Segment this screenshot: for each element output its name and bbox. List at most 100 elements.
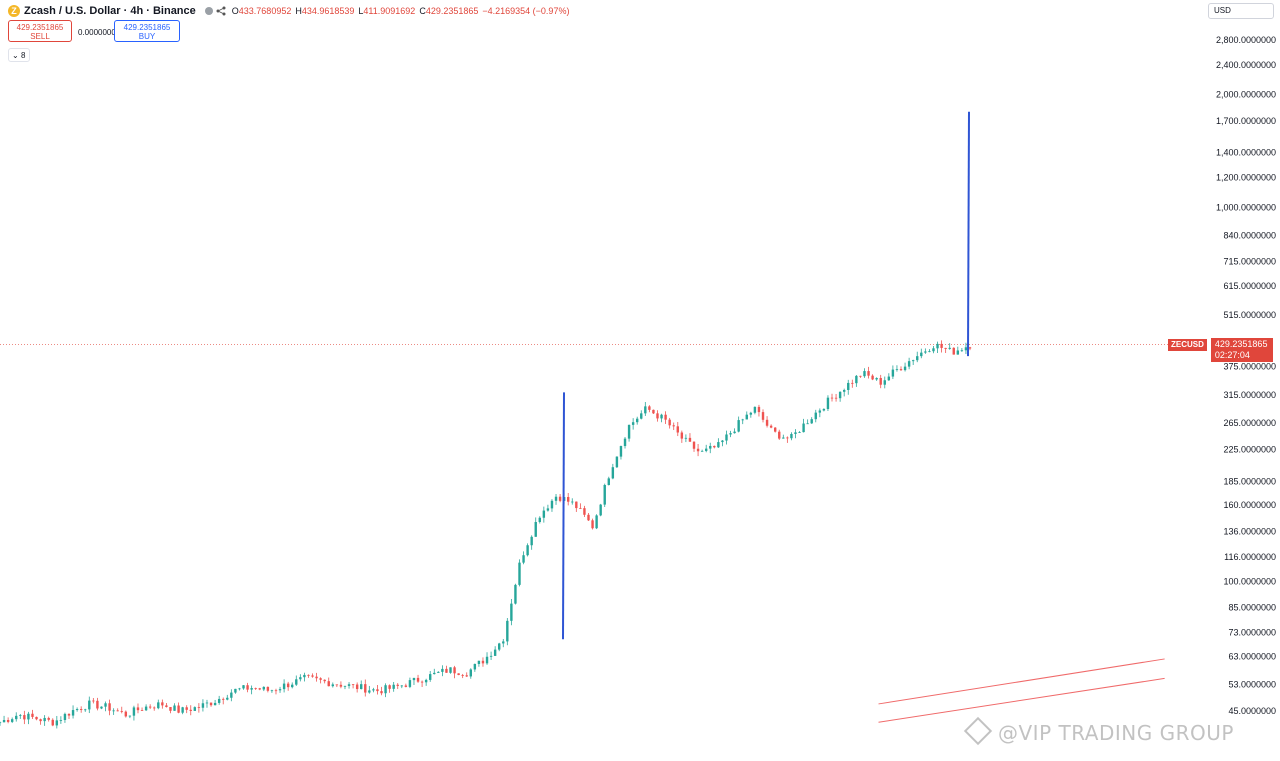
candle (108, 703, 111, 711)
candle (546, 508, 550, 511)
share-icon[interactable] (216, 6, 226, 16)
candle (558, 496, 562, 501)
price-tick-label: 2,400.0000000 (1216, 60, 1276, 70)
candle (193, 707, 197, 711)
ohlc-low: L411.9091692 (358, 6, 416, 16)
candle (71, 710, 75, 716)
candle (59, 719, 63, 721)
price-tick-label: 1,200.0000000 (1216, 173, 1276, 183)
candle (489, 655, 493, 657)
projection-spike (967, 111, 970, 357)
price-tick-label: 1,700.0000000 (1216, 116, 1276, 126)
candle (132, 707, 136, 716)
candle (579, 508, 582, 509)
price-tick-label: 185.0000000 (1223, 476, 1276, 486)
candle (887, 376, 891, 381)
candle (932, 348, 935, 352)
price-tick-label: 2,000.0000000 (1216, 90, 1276, 100)
candle (713, 445, 716, 448)
candle (798, 432, 801, 433)
buy-button[interactable]: 429.2351865 BUY (114, 20, 180, 42)
price-tick-label: 1,000.0000000 (1216, 202, 1276, 212)
candle (181, 707, 184, 713)
price-tick-label: 515.0000000 (1223, 310, 1276, 320)
candle (10, 719, 14, 722)
candle (567, 497, 570, 502)
symbol-header: Z Zcash / U.S. Dollar · 4h · Binance O43… (8, 4, 573, 18)
candle (400, 685, 403, 687)
candle (205, 702, 209, 704)
currency-selector[interactable]: USD (1208, 3, 1274, 19)
candle (522, 555, 525, 563)
candle (295, 679, 298, 685)
candle (266, 686, 270, 691)
candle (773, 427, 777, 432)
watermark: @VIP TRADING GROUP (963, 716, 1234, 746)
candle (274, 690, 278, 692)
candle (664, 414, 667, 420)
watermark-logo-icon (963, 716, 993, 746)
candle (230, 692, 233, 698)
candle (242, 685, 245, 689)
candle (493, 649, 497, 656)
trend-line (878, 658, 1165, 705)
candle (506, 620, 509, 642)
candle (696, 448, 700, 452)
candle (457, 673, 460, 676)
candle (684, 437, 688, 439)
candle (420, 681, 424, 683)
candle (120, 711, 123, 712)
candle (530, 536, 533, 546)
candle (741, 419, 744, 421)
symbol-title[interactable]: Zcash / U.S. Dollar · 4h · Binance (24, 5, 196, 17)
candle (335, 684, 339, 686)
candle (936, 343, 939, 349)
candle (63, 713, 67, 720)
price-tick-label: 53.0000000 (1228, 679, 1276, 689)
candle (100, 706, 103, 709)
price-tick-label: 375.0000000 (1223, 362, 1276, 372)
candle (453, 667, 456, 674)
price-tick-label: 85.0000000 (1228, 603, 1276, 613)
candle (278, 689, 282, 691)
indicators-toggle[interactable]: ⌄ 8 (8, 48, 30, 62)
candle (473, 663, 477, 670)
sell-button[interactable]: 429.2351865 SELL (8, 20, 72, 42)
candle (173, 705, 176, 711)
candle (899, 369, 903, 371)
candle (591, 520, 594, 529)
candle (303, 674, 306, 678)
candle (623, 438, 627, 447)
candle (822, 409, 826, 411)
projection-spike (562, 392, 565, 640)
candle (863, 371, 866, 377)
candle (270, 690, 274, 692)
candle (67, 713, 71, 716)
candle (782, 437, 785, 439)
candle (510, 603, 513, 621)
candle (6, 720, 10, 722)
candle (778, 431, 781, 439)
candle (2, 720, 6, 723)
candle (810, 419, 813, 424)
ohlc-close: C429.2351865 (419, 6, 479, 16)
candle (826, 397, 830, 410)
candle (96, 700, 99, 709)
candle (315, 676, 318, 679)
candle (372, 689, 375, 691)
candle (733, 431, 736, 434)
candle (631, 422, 635, 425)
candle (408, 680, 412, 687)
candle (855, 375, 858, 384)
trend-line (878, 677, 1165, 723)
candle (640, 413, 643, 419)
candle (891, 369, 895, 377)
bar-countdown: 02:27:04 (1214, 350, 1250, 360)
candle (177, 705, 180, 713)
candle (737, 420, 740, 432)
candle (112, 710, 115, 712)
candle (481, 660, 485, 664)
candle (575, 501, 578, 509)
price-tag-symbol: ZECUSD (1168, 339, 1207, 351)
